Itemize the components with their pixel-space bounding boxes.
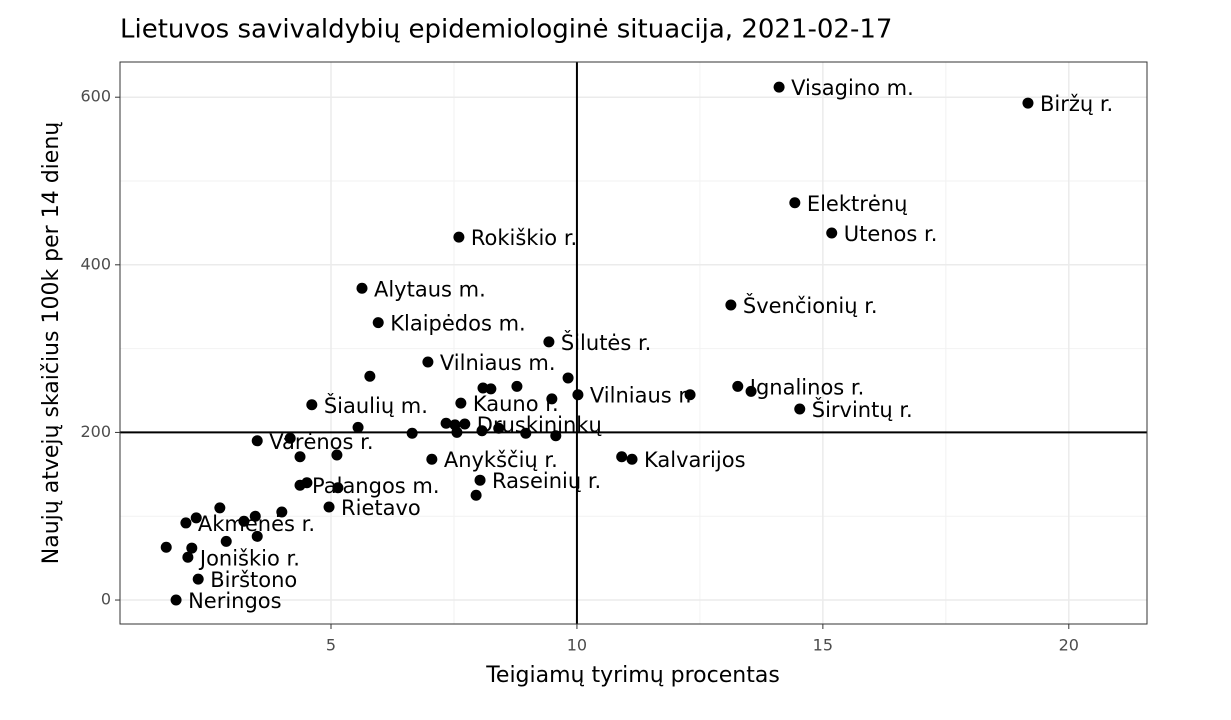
point bbox=[493, 422, 505, 434]
point bbox=[773, 81, 785, 93]
point bbox=[301, 477, 313, 489]
point bbox=[562, 372, 574, 384]
point-label: Joniškio r. bbox=[198, 546, 300, 570]
point-label: Klaipėdos m. bbox=[390, 312, 526, 336]
point-label: Rokiškio r. bbox=[471, 226, 577, 250]
point bbox=[550, 430, 562, 442]
point-label: Šiaulių m. bbox=[324, 393, 428, 418]
point bbox=[180, 517, 192, 529]
point bbox=[520, 427, 532, 439]
point bbox=[352, 421, 364, 433]
point bbox=[453, 231, 465, 243]
point bbox=[626, 453, 638, 465]
point bbox=[160, 541, 172, 553]
point bbox=[422, 356, 434, 368]
point-label: Biržų r. bbox=[1040, 92, 1113, 116]
point bbox=[284, 432, 296, 444]
point bbox=[616, 451, 628, 463]
plot-border bbox=[119, 61, 1148, 625]
point bbox=[251, 435, 263, 447]
point-label: Ignalinos r. bbox=[750, 375, 865, 399]
point bbox=[485, 383, 497, 395]
point bbox=[182, 551, 194, 563]
y-tick-label: 400 bbox=[80, 254, 111, 273]
point bbox=[251, 530, 263, 542]
point bbox=[249, 510, 261, 522]
chart-title: Lietuvos savivaldybių epidemiologinė sit… bbox=[120, 15, 892, 45]
point bbox=[220, 535, 232, 547]
point-label: Utenos r. bbox=[844, 222, 938, 246]
point bbox=[323, 501, 335, 513]
point-label: Birštono bbox=[210, 568, 297, 592]
point bbox=[474, 474, 486, 486]
point bbox=[794, 403, 806, 415]
point bbox=[192, 573, 204, 585]
point bbox=[331, 449, 343, 461]
point-label: Visagino m. bbox=[791, 76, 914, 100]
point bbox=[826, 227, 838, 239]
point bbox=[546, 393, 558, 405]
x-tick-label: 10 bbox=[567, 636, 587, 655]
point bbox=[372, 317, 384, 329]
point bbox=[190, 512, 202, 524]
point-label: Alytaus m. bbox=[374, 277, 486, 301]
y-tick-label: 600 bbox=[80, 87, 111, 106]
point-label: Neringos bbox=[188, 589, 282, 613]
point-label: Šilutės r. bbox=[561, 330, 651, 355]
point bbox=[459, 418, 471, 430]
point bbox=[406, 427, 418, 439]
point bbox=[543, 336, 555, 348]
point bbox=[306, 399, 318, 411]
point bbox=[238, 515, 250, 527]
point-label: Kauno r. bbox=[473, 392, 559, 416]
point-label: Varėnos r. bbox=[269, 430, 373, 454]
x-tick-label: 20 bbox=[1059, 636, 1079, 655]
point bbox=[276, 506, 288, 518]
point bbox=[572, 389, 584, 401]
point-label: Rietavo bbox=[341, 496, 421, 520]
point-label: Raseinių r. bbox=[492, 469, 601, 493]
point bbox=[511, 380, 523, 392]
point bbox=[684, 389, 696, 401]
y-tick-label: 0 bbox=[101, 590, 111, 609]
point-label: Palangos m. bbox=[312, 474, 440, 498]
point bbox=[451, 426, 463, 438]
point-label: Anykščių r. bbox=[444, 448, 558, 472]
point bbox=[356, 282, 368, 294]
point bbox=[364, 370, 376, 382]
x-tick-label: 15 bbox=[813, 636, 833, 655]
point bbox=[476, 425, 488, 437]
point bbox=[332, 482, 344, 494]
point bbox=[789, 197, 801, 209]
point bbox=[455, 397, 467, 409]
y-axis-title: Naujų atvejų skaičius 100k per 14 dienų bbox=[39, 122, 64, 564]
point bbox=[170, 594, 182, 606]
point bbox=[294, 451, 306, 463]
point bbox=[1022, 97, 1034, 109]
point-label: Elektrėnų bbox=[807, 192, 908, 216]
point bbox=[745, 385, 757, 397]
point bbox=[186, 542, 198, 554]
x-tick-label: 5 bbox=[326, 636, 336, 655]
point bbox=[214, 502, 226, 514]
point-label: Vilniaus r. bbox=[590, 384, 692, 408]
y-tick-label: 200 bbox=[80, 422, 111, 441]
point bbox=[470, 489, 482, 501]
point bbox=[440, 417, 452, 429]
point bbox=[426, 453, 438, 465]
x-axis-title: Teigiamų tyrimų procentas bbox=[485, 663, 780, 688]
point bbox=[732, 380, 744, 392]
point-label: Vilniaus m. bbox=[440, 351, 556, 375]
point-label: Švenčionių r. bbox=[743, 293, 878, 318]
point-label: Kalvarijos bbox=[644, 448, 746, 472]
point bbox=[725, 299, 737, 311]
point-label: Širvintų r. bbox=[812, 397, 913, 422]
